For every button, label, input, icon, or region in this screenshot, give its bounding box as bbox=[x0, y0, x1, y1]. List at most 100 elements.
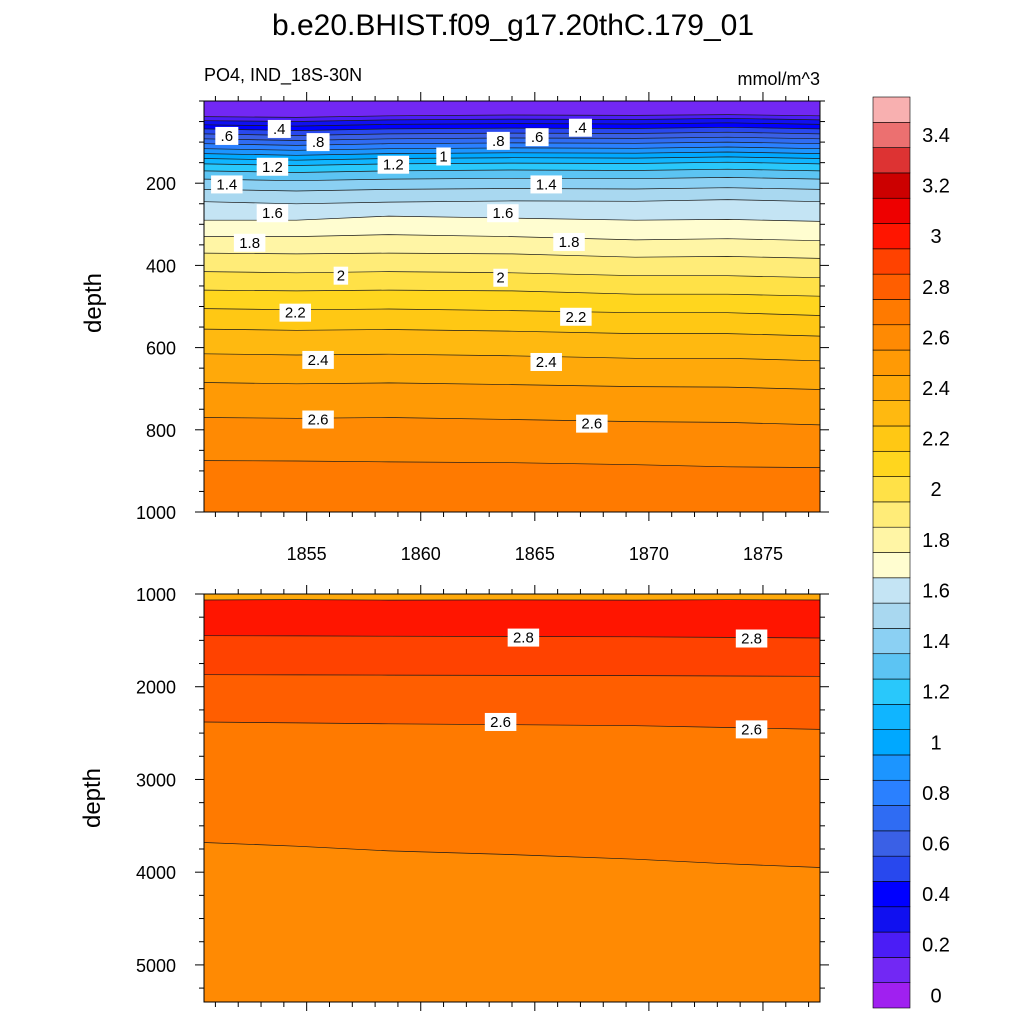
colorbar-label: 1.6 bbox=[922, 580, 950, 602]
contour-label: 1.8 bbox=[239, 235, 260, 252]
contour-label: 1.6 bbox=[262, 205, 283, 222]
contour-label: .4 bbox=[273, 121, 286, 138]
colorbar-swatch bbox=[872, 881, 911, 908]
contour-line bbox=[204, 126, 820, 131]
colorbar-swatch bbox=[872, 425, 911, 452]
colorbar-swatch bbox=[872, 299, 911, 326]
contour-label: 2.2 bbox=[285, 305, 306, 322]
contour-line bbox=[204, 460, 820, 468]
colorbar-swatch bbox=[872, 957, 911, 983]
contour-label-box bbox=[302, 350, 334, 369]
contour-line bbox=[204, 177, 820, 182]
contour-line bbox=[204, 328, 820, 337]
contour-line bbox=[204, 199, 820, 205]
colorbar-swatch bbox=[872, 577, 911, 604]
contour-label-box bbox=[215, 126, 239, 145]
contour-label: .8 bbox=[312, 134, 325, 151]
colorbar-swatch bbox=[872, 147, 911, 174]
colorbar-swatch bbox=[872, 779, 911, 806]
colorbar-swatch bbox=[872, 931, 911, 958]
colorbar-swatch bbox=[872, 754, 911, 781]
colorbar-label: 3 bbox=[930, 226, 941, 248]
colorbar-label: 3.4 bbox=[922, 125, 950, 147]
contour-label-box bbox=[735, 720, 768, 739]
colorbar-swatch bbox=[872, 324, 911, 351]
contour-line bbox=[204, 234, 820, 242]
upper-y-axis-label: depth bbox=[80, 273, 107, 333]
band-fill bbox=[204, 842, 820, 1002]
contour-label: 2.6 bbox=[581, 416, 602, 433]
contour-line bbox=[204, 417, 820, 426]
contour-label: 1.8 bbox=[559, 234, 580, 251]
lower-panel: 1000 2000 3000 4000 5000 2.8 2.8 2.6 2.6 bbox=[136, 585, 829, 1011]
colorbar-swatch bbox=[872, 501, 911, 528]
colorbar-swatch bbox=[872, 197, 911, 224]
contour-label-box bbox=[484, 712, 517, 731]
contour-label-box bbox=[377, 155, 410, 174]
x-tick-label: 1875 bbox=[743, 544, 783, 564]
x-tick-label: 1855 bbox=[287, 544, 327, 564]
contour-label: 2.4 bbox=[308, 352, 329, 369]
colorbar-label: 2 bbox=[930, 479, 941, 501]
contour-line bbox=[204, 146, 820, 151]
y-tick-label: 600 bbox=[146, 339, 176, 359]
contour-label-box bbox=[735, 629, 768, 648]
y-tick-label: 5000 bbox=[136, 956, 176, 976]
contour-line bbox=[204, 141, 820, 146]
colorbar-label: 0.8 bbox=[922, 783, 950, 805]
contour-label-box bbox=[507, 628, 540, 647]
contour-label-box bbox=[560, 307, 592, 326]
colorbar-label: 0.4 bbox=[922, 884, 950, 906]
contour-line bbox=[204, 151, 820, 156]
contour-line bbox=[204, 161, 820, 166]
colorbar-swatch bbox=[872, 830, 911, 857]
contour-label-box bbox=[211, 175, 243, 194]
contour-label-box bbox=[436, 147, 451, 166]
colorbar: 0 0.2 0.4 0.6 0.8 1 1.2 1.4 1.6 1.8 2 2.2 2.4 2.6 2.8 3… bbox=[872, 96, 950, 1009]
colorbar-swatch bbox=[872, 248, 911, 275]
contour-label: 2.6 bbox=[490, 714, 511, 731]
contour-line bbox=[204, 289, 820, 297]
contour-label: .8 bbox=[492, 133, 505, 150]
colorbar-swatch bbox=[872, 223, 911, 250]
units-label: mmol/m^3 bbox=[738, 69, 820, 89]
contour-label-box bbox=[487, 204, 519, 223]
colorbar-swatch bbox=[872, 349, 911, 376]
contour-label-box bbox=[525, 128, 549, 147]
contour-label: 2.8 bbox=[741, 631, 762, 648]
colorbar-swatch bbox=[872, 855, 911, 882]
contour-label: 1 bbox=[439, 148, 447, 165]
y-tick-label: 1000 bbox=[136, 503, 176, 523]
y-tick-label: 2000 bbox=[136, 678, 176, 698]
contour-label: 2 bbox=[496, 270, 504, 287]
contour-label-box bbox=[530, 352, 562, 371]
contour-line bbox=[204, 114, 820, 118]
contour-line bbox=[204, 136, 820, 141]
contour-line bbox=[204, 168, 820, 173]
contour-line bbox=[204, 599, 820, 601]
contour-label-box bbox=[493, 268, 508, 287]
contour-label-box bbox=[568, 118, 592, 137]
colorbar-swatch bbox=[872, 273, 911, 300]
contour-label-box bbox=[256, 204, 289, 223]
colorbar-swatch bbox=[872, 805, 911, 832]
upper-fill-layer bbox=[204, 101, 820, 512]
contour-label: 2.8 bbox=[513, 630, 534, 647]
colorbar-label: 1.2 bbox=[922, 682, 950, 704]
contour-label-box bbox=[306, 133, 330, 152]
colorbar-swatch bbox=[872, 375, 911, 401]
contour-label: 1.6 bbox=[492, 205, 513, 222]
colorbar-swatch bbox=[872, 906, 911, 933]
colorbar-swatch bbox=[872, 526, 911, 553]
colorbar-swatch bbox=[872, 628, 911, 655]
colorbar-label: 0 bbox=[930, 985, 941, 1007]
contour-label-box bbox=[267, 119, 291, 138]
upper-panel: 1855 1860 1865 1870 1875 200 400 600 800 1000 .6 .4… bbox=[136, 92, 829, 564]
contour-label-box bbox=[279, 303, 312, 322]
colorbar-label: 1 bbox=[930, 732, 941, 754]
colorbar-swatch bbox=[872, 678, 911, 705]
contour-label-box bbox=[256, 157, 289, 176]
contour-line bbox=[204, 122, 820, 127]
contour-line bbox=[204, 187, 820, 192]
